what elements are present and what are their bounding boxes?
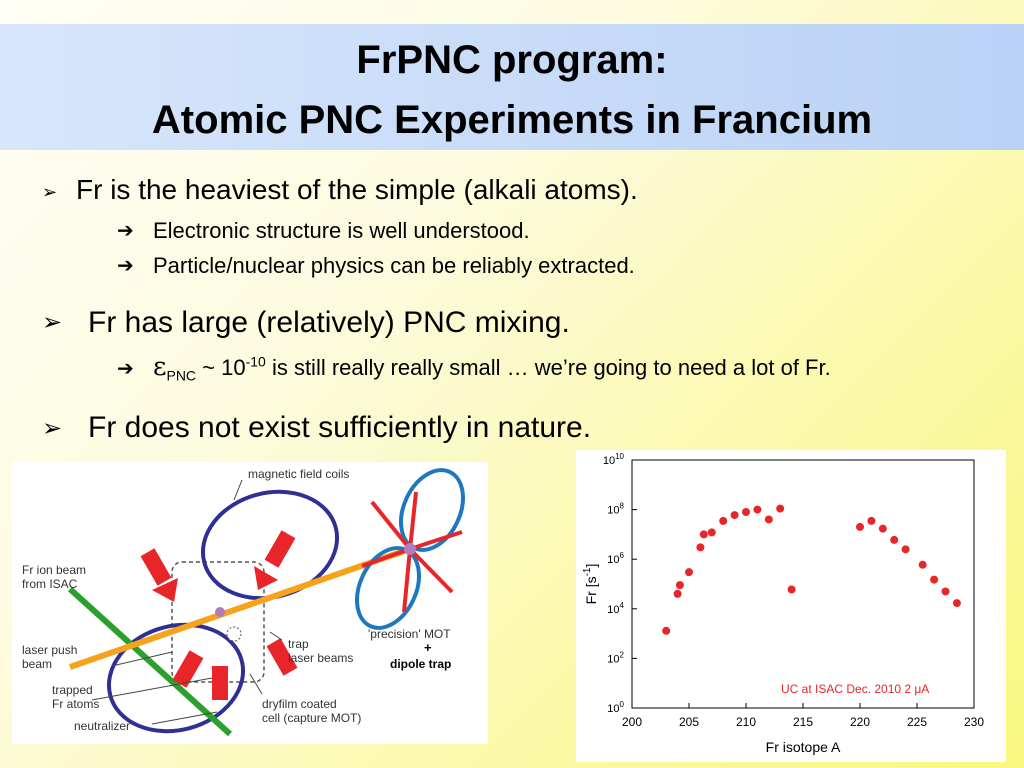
label-trap-2: laser beams [288, 651, 353, 665]
epsilon-mid: ~ 10 [196, 355, 246, 380]
chart-annotation: UC at ISAC Dec. 2010 2 μA [781, 682, 929, 696]
fr-yield-chart-svg: 1010 108 106 104 102 100 200 205 210 215 220 225 23… [582, 452, 984, 755]
y-axis-label-main: Fr [s [583, 576, 599, 604]
fr-yield-chart: 1010 108 106 104 102 100 200 205 210 215 220 225 23… [576, 450, 1006, 762]
data-point [764, 515, 773, 524]
bullet-marker-icon: ➢ [42, 309, 63, 336]
epsilon-subscript: PNC [166, 367, 197, 384]
label-precision-mot: 'precision' MOT [368, 627, 451, 641]
upper-magnetic-coil [200, 489, 340, 601]
sub-bullet-electronic-structure: Electronic structure is well understood. [153, 218, 530, 243]
label-magnetic-field-coils: magnetic field coils [248, 467, 349, 481]
x-tick-label: 200 [622, 715, 642, 729]
label-trapped-2: Fr atoms [52, 697, 99, 711]
data-point [941, 587, 950, 596]
data-point [742, 508, 750, 517]
data-point [707, 528, 716, 537]
data-point [776, 504, 785, 513]
laser-push-beam-line [69, 546, 411, 670]
data-point [719, 516, 728, 525]
y-tick-label: 108 [607, 502, 624, 517]
data-point [878, 524, 887, 533]
bullet-pnc-mixing: Fr has large (relatively) PNC mixing. [88, 306, 570, 339]
data-point [901, 545, 910, 554]
sub-bullet-epsilon-pnc: εPNC ~ 10-10 is still really really smal… [153, 352, 831, 383]
epsilon-rest: is still really really small … we’re goi… [265, 355, 831, 380]
data-point [673, 589, 682, 598]
data-point [867, 516, 876, 525]
y-tick-label: 102 [607, 650, 624, 665]
label-fr-ion-beam-2: from ISAC [22, 577, 78, 591]
data-point [930, 575, 939, 584]
precision-coil-upper [399, 468, 465, 552]
x-tick-label: 205 [679, 715, 699, 729]
slide-title-line1: FrPNC program: [356, 38, 668, 82]
x-tick-label: 230 [964, 715, 984, 729]
trapped-atoms-dot [215, 607, 225, 617]
data-point [662, 626, 671, 635]
bullet-marker-icon: ➢ [42, 182, 58, 202]
trap-diagram-svg: magnetic field coils Fr ion beam from IS… [22, 467, 465, 737]
precision-coil-lower [355, 546, 421, 630]
label-dipole-trap: dipole trap [390, 657, 451, 671]
y-axis-label-close: ] [583, 564, 599, 568]
sub-bullet-particle-physics: Particle/nuclear physics can be reliably… [153, 253, 635, 278]
epsilon-exponent: -10 [245, 353, 266, 370]
data-point [685, 568, 693, 577]
bullet-heaviest-alkali: Fr is the heaviest of the simple (alkali… [76, 174, 638, 205]
bullet-fr-not-in-nature: Fr does not exist sufficiently in nature… [88, 411, 592, 444]
label-fr-ion-beam-1: Fr ion beam [22, 563, 86, 577]
data-point [918, 560, 927, 569]
x-tick-label: 225 [907, 715, 927, 729]
trap-apparatus-diagram: magnetic field coils Fr ion beam from IS… [12, 462, 488, 744]
y-tick-label: 100 [607, 700, 624, 715]
y-axis-label: Fr [s-1] [582, 564, 599, 605]
y-tick-label: 104 [607, 601, 624, 616]
label-plus: + [424, 640, 432, 655]
lower-magnetic-coil [106, 622, 246, 734]
label-dryfilm-2: cell (capture MOT) [262, 711, 361, 725]
ion-beam-line [67, 586, 233, 737]
data-point [753, 505, 762, 514]
y-axis-label-exp: -1 [582, 567, 593, 576]
arrow-icon: ➔ [117, 220, 134, 242]
y-tick-label: 106 [607, 551, 624, 566]
precision-laser-arrows [361, 491, 463, 613]
data-point [856, 522, 864, 531]
data-point [730, 511, 739, 520]
epsilon-symbol: ε [153, 352, 167, 382]
data-points [662, 504, 961, 635]
label-trap-1: trap [288, 637, 309, 651]
x-tick-label: 220 [850, 715, 870, 729]
precision-trap-dot [404, 543, 416, 555]
label-laser-push-2: beam [22, 657, 52, 671]
data-point [699, 530, 708, 539]
x-tick-label: 210 [736, 715, 756, 729]
title-band [0, 24, 1024, 150]
bullet-marker-icon: ➢ [42, 415, 63, 442]
label-leader-lines [91, 479, 283, 725]
label-trapped-1: trapped [52, 683, 93, 697]
x-axis-label: Fr isotope A [766, 739, 841, 755]
y-axis-ticks: 1010 108 106 104 102 100 [603, 452, 637, 715]
label-dryfilm-1: dryfilm coated [262, 697, 337, 711]
data-point [696, 543, 705, 552]
arrow-icon: ➔ [117, 358, 134, 380]
data-point [890, 535, 899, 544]
slide-title-line2: Atomic PNC Experiments in Francium [151, 98, 873, 142]
x-tick-label: 215 [793, 715, 813, 729]
data-point [675, 581, 684, 590]
data-point [952, 599, 961, 608]
data-point [787, 585, 796, 594]
trap-laser-arrows [140, 530, 298, 700]
label-neutralizer: neutralizer [74, 719, 130, 733]
trap-center-marker [226, 626, 242, 642]
arrow-icon: ➔ [117, 255, 134, 277]
x-axis-ticks: 200 205 210 215 220 225 230 [622, 703, 984, 729]
label-laser-push-1: laser push [22, 643, 77, 657]
y-tick-label: 1010 [603, 452, 625, 467]
